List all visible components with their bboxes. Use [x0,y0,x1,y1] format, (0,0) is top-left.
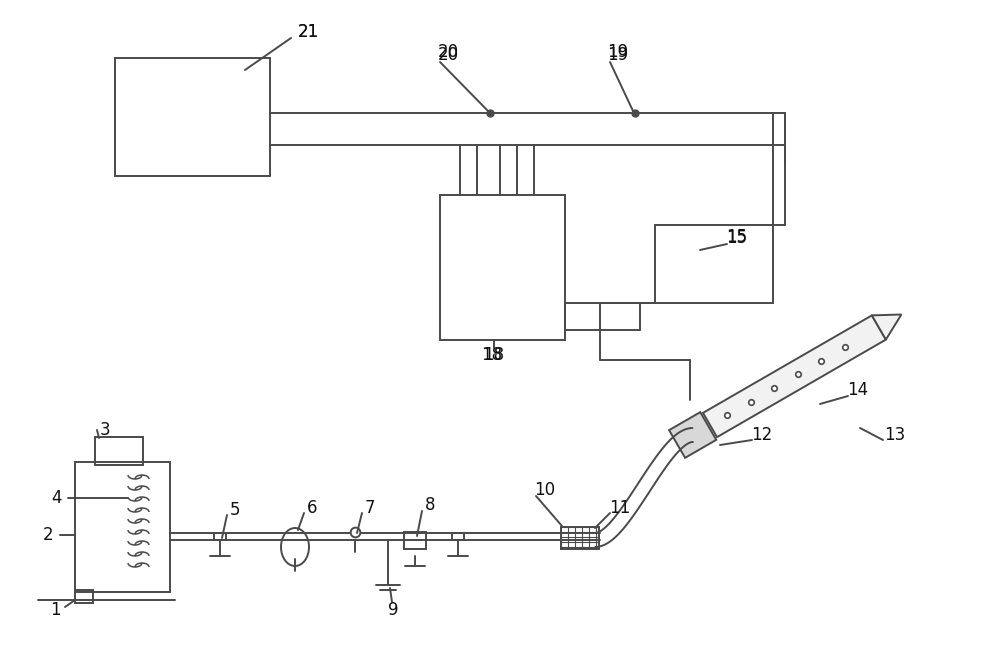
Text: 19: 19 [607,43,629,61]
Text: 4: 4 [52,489,62,507]
Bar [655,225,773,303]
Bar [75,462,170,592]
Bar [75,590,93,603]
Text: 11: 11 [609,499,631,517]
Text: 18: 18 [483,346,505,364]
Text: 12: 12 [751,426,773,444]
Text: 15: 15 [726,228,748,246]
Text: 7: 7 [365,499,375,517]
Bar [561,527,599,549]
Polygon shape [703,315,886,437]
Text: 2: 2 [43,526,53,544]
Bar [115,58,270,176]
Text: 15: 15 [726,229,748,247]
Text: 21: 21 [297,23,319,41]
Text: 10: 10 [534,481,556,499]
Bar [95,437,143,465]
Text: 1: 1 [50,601,60,619]
Text: 9: 9 [388,601,398,619]
Text: 5: 5 [230,501,240,519]
Text: 18: 18 [481,346,503,364]
Text: 8: 8 [425,496,435,514]
Text: 20: 20 [437,43,459,61]
Text: 3: 3 [100,421,110,439]
Bar [214,533,226,540]
Bar [452,533,464,540]
Bar [440,195,565,340]
Polygon shape [669,412,716,458]
Bar [404,532,426,549]
Text: 14: 14 [847,381,869,399]
Text: 21: 21 [297,23,319,41]
Text: 20: 20 [437,46,459,64]
Text: 13: 13 [884,426,906,444]
Polygon shape [872,315,901,340]
Text: 6: 6 [307,499,317,517]
Text: 19: 19 [607,46,629,64]
